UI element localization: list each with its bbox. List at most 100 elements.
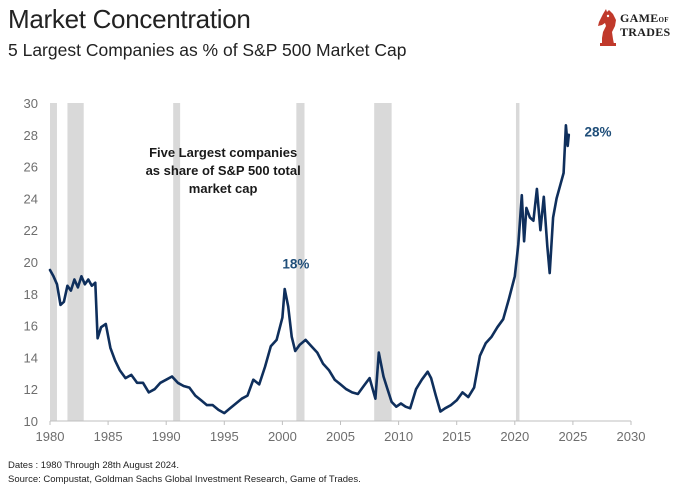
- data-point-65: [374, 397, 377, 400]
- data-point-20: [124, 377, 127, 379]
- data-point-66: [377, 351, 380, 354]
- data-point-80: [444, 407, 446, 410]
- data-point-38: [229, 407, 232, 410]
- recession-band-4: [374, 103, 392, 421]
- data-point-73: [409, 407, 412, 410]
- data-point-49: [287, 305, 290, 308]
- data-point-52: [298, 343, 301, 346]
- data-point-60: [345, 388, 348, 391]
- x-tick-label-1990: 1990: [152, 429, 181, 444]
- data-point-3: [59, 304, 62, 306]
- data-point-13: [94, 281, 97, 284]
- data-point-100: [539, 229, 542, 232]
- data-point-79: [439, 410, 442, 413]
- data-point-47: [281, 316, 284, 319]
- data-point-67: [382, 375, 385, 378]
- logo-line2: TRADES: [620, 25, 671, 39]
- data-point-62: [357, 393, 359, 395]
- data-point-109: [566, 145, 569, 147]
- data-point-8: [76, 286, 79, 289]
- data-point-83: [461, 391, 464, 394]
- x-tick-label-1985: 1985: [94, 429, 123, 444]
- data-point-16: [104, 323, 107, 325]
- data-point-39: [235, 402, 237, 405]
- data-point-43: [258, 383, 261, 386]
- logo-of: OF: [658, 16, 669, 24]
- data-point-36: [217, 408, 220, 411]
- line-chart: 1980 1985 1990 1995 2000 2005 2010 2015 2020 2025…: [24, 96, 646, 444]
- data-point-86: [479, 354, 481, 357]
- data-point-97: [529, 216, 531, 219]
- annotation-text-line-1: as share of S&P 500 total: [146, 163, 301, 178]
- annotation-text-line-2: market cap: [189, 181, 258, 196]
- peak-2024-label: 28%: [585, 125, 612, 140]
- data-point-71: [400, 402, 402, 405]
- data-point-26: [159, 381, 162, 384]
- data-point-31: [188, 386, 191, 389]
- data-point-91: [508, 297, 510, 300]
- data-point-87: [484, 342, 487, 344]
- data-point-89: [496, 326, 499, 329]
- y-tick-label-26: 26: [24, 160, 38, 175]
- data-point-77: [430, 377, 433, 379]
- data-point-51: [294, 350, 297, 352]
- data-point-104: [552, 216, 555, 219]
- recession-band-2: [173, 103, 181, 421]
- data-point-35: [211, 404, 214, 406]
- data-point-59: [339, 383, 342, 386]
- data-point-68: [386, 386, 388, 389]
- data-point-93: [517, 243, 520, 246]
- data-point-99: [535, 187, 538, 190]
- x-tick-label-2030: 2030: [617, 429, 646, 444]
- y-tick-label-20: 20: [24, 255, 38, 270]
- footer-dates: Dates : 1980 Through 28th August 2024.: [8, 460, 179, 471]
- x-tick-label-2025: 2025: [558, 429, 587, 444]
- data-point-12: [90, 284, 93, 287]
- knight-chess-piece-icon: [598, 9, 616, 46]
- y-tick-label-28: 28: [24, 128, 38, 143]
- peak-2000-label: 18%: [282, 257, 309, 272]
- data-point-44: [264, 366, 266, 368]
- y-tick-label-30: 30: [24, 96, 38, 111]
- footer-source: Source: Compustat, Goldman Sachs Global …: [8, 474, 361, 485]
- data-point-61: [351, 391, 354, 394]
- data-point-75: [420, 378, 423, 381]
- data-point-28: [171, 375, 173, 378]
- data-point-88: [490, 335, 493, 338]
- data-point-98: [532, 219, 535, 222]
- data-point-103: [548, 272, 551, 275]
- data-point-94: [520, 194, 523, 197]
- y-tick-label-18: 18: [24, 287, 38, 302]
- chart-subtitle: 5 Largest Companies as % of S&P 500 Mark…: [8, 40, 407, 60]
- y-tick-label-10: 10: [24, 414, 38, 429]
- data-point-7: [73, 278, 76, 281]
- data-point-53: [304, 339, 307, 341]
- x-tick-label-2015: 2015: [442, 429, 471, 444]
- y-tick-label-24: 24: [24, 191, 38, 206]
- data-point-50: [290, 335, 293, 338]
- data-point-108: [565, 124, 567, 127]
- logo-line1: GAME: [620, 11, 659, 25]
- data-point-85: [473, 386, 476, 389]
- data-point-22: [136, 381, 139, 384]
- data-point-23: [142, 381, 144, 384]
- data-point-48: [283, 288, 286, 290]
- data-point-37: [223, 412, 226, 414]
- data-point-30: [182, 385, 185, 387]
- data-point-4: [63, 300, 65, 303]
- data-point-21: [130, 373, 133, 376]
- data-point-6: [70, 289, 72, 292]
- x-tick-label-2005: 2005: [326, 429, 355, 444]
- data-point-64: [368, 377, 371, 379]
- data-point-84: [467, 396, 470, 399]
- data-point-41: [246, 394, 249, 397]
- data-point-107: [562, 172, 565, 174]
- chart-title: Market Concentration: [8, 4, 251, 34]
- data-point-81: [449, 404, 452, 406]
- data-point-74: [415, 388, 417, 391]
- data-point-5: [66, 284, 69, 287]
- data-point-2: [56, 283, 58, 286]
- data-point-15: [100, 326, 103, 329]
- data-point-102: [546, 245, 549, 248]
- data-point-54: [310, 345, 313, 348]
